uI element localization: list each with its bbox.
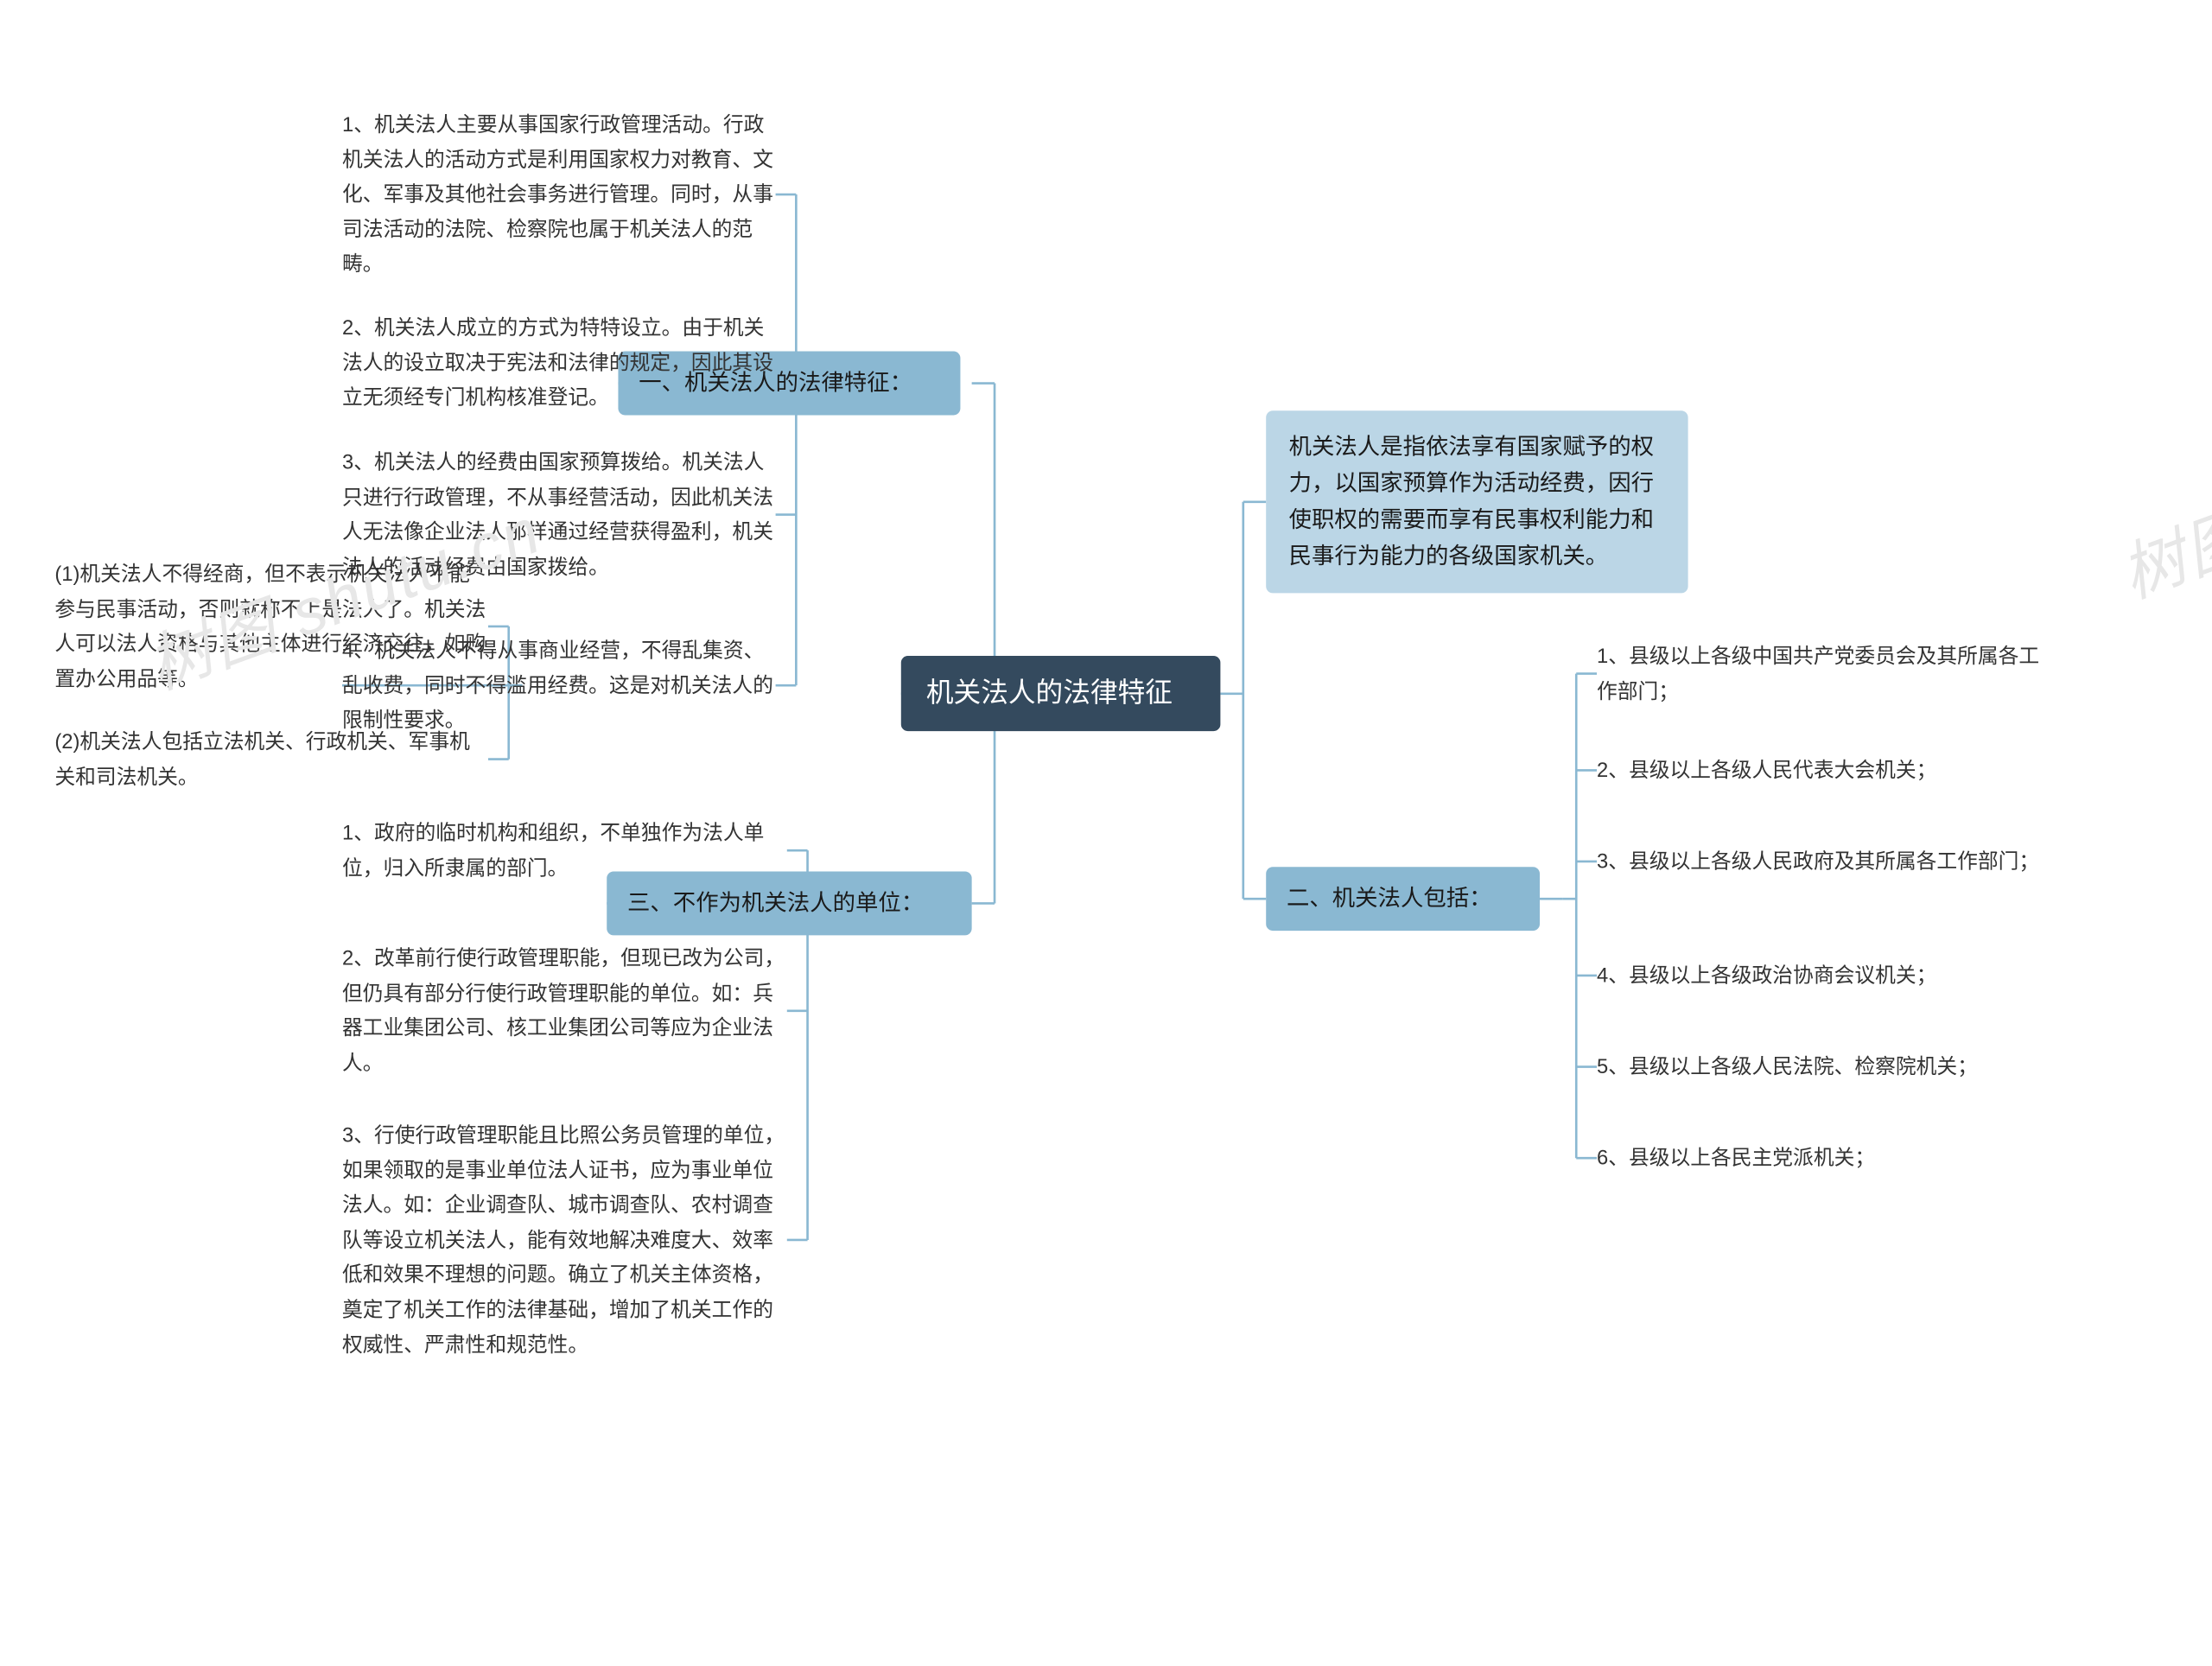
branch-2: 二、机关法人包括：: [1266, 867, 1540, 931]
branch-3-item-2: 2、改革前行使行政管理职能，但现已改为公司，但仍具有部分行使行政管理职能的单位。…: [342, 941, 787, 1081]
branch-3-item-3: 3、行使行政管理职能且比照公务员管理的单位，如果领取的是事业单位法人证书，应为事…: [342, 1118, 787, 1363]
branch-1-item-4-sub-1: (1)机关法人不得经商，但不表示机关法人不能参与民事活动，否则就称不上是法人了。…: [54, 556, 488, 696]
branch-2-item-6: 6、县级以上各民主党派机关；: [1597, 1141, 2053, 1175]
branch-2-item-1: 1、县级以上各级中国共产党委员会及其所属各工作部门；: [1597, 639, 2053, 709]
branch-2-item-4: 4、县级以上各级政治协商会议机关；: [1597, 958, 2053, 993]
branch-1-item-4-sub-2: (2)机关法人包括立法机关、行政机关、军事机关和司法机关。: [54, 724, 488, 794]
mindmap-root: 机关法人的法律特征: [901, 656, 1221, 732]
branch-3-item-1: 1、政府的临时机构和组织，不单独作为法人单位，归入所隶属的部门。: [342, 816, 787, 886]
description-box: 机关法人是指依法享有国家赋予的权力，以国家预算作为活动经费，因行使职权的需要而享…: [1266, 410, 1688, 593]
watermark: 树图 shutu.cn: [2107, 389, 2212, 617]
branch-1-item-2: 2、机关法人成立的方式为特特设立。由于机关法人的设立取决于宪法和法律的规定，因此…: [342, 310, 776, 415]
branch-2-item-5: 5、县级以上各级人民法院、检察院机关；: [1597, 1049, 2053, 1084]
branch-1-item-1: 1、机关法人主要从事国家行政管理活动。行政机关法人的活动方式是利用国家权力对教育…: [342, 107, 776, 282]
branch-2-item-2: 2、县级以上各级人民代表大会机关；: [1597, 753, 2053, 787]
branch-2-item-3: 3、县级以上各级人民政府及其所属各工作部门；: [1597, 844, 2053, 879]
